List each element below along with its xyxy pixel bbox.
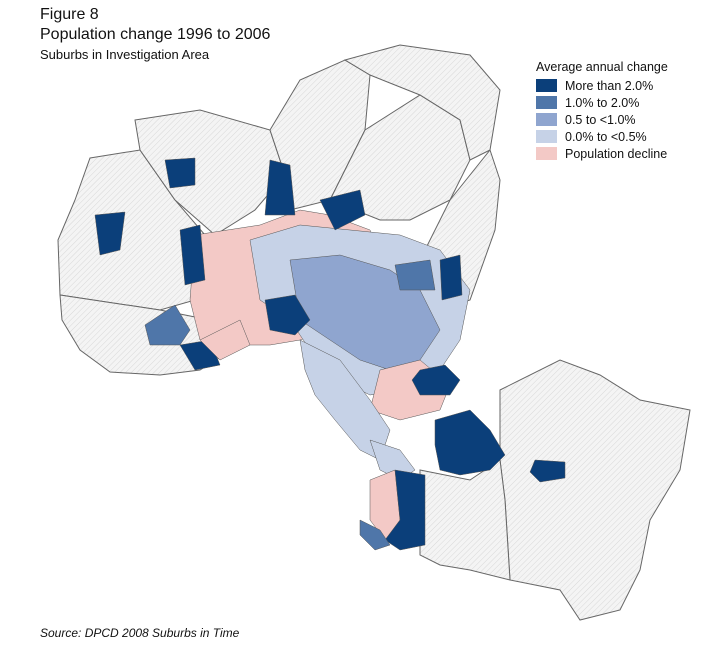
legend-title: Average annual change bbox=[536, 60, 668, 74]
suburb-high-melton bbox=[94, 211, 126, 256]
legend-swatch bbox=[536, 96, 557, 109]
suburb-high-southeast bbox=[434, 409, 506, 476]
legend-label: 0.0% to <0.5% bbox=[565, 129, 647, 144]
suburb-mid-werribee bbox=[144, 304, 191, 346]
legend-swatch bbox=[536, 79, 557, 92]
legend-item: Population decline bbox=[536, 145, 668, 162]
legend-swatch bbox=[536, 113, 557, 126]
municipal-boundaries bbox=[57, 44, 691, 621]
suburb-high-far-east bbox=[529, 459, 566, 483]
suburbs bbox=[94, 157, 566, 551]
region-northeast-hills bbox=[343, 44, 501, 161]
suburb-decline-west bbox=[199, 319, 251, 361]
legend-item: More than 2.0% bbox=[536, 77, 668, 94]
source-note: Source: DPCD 2008 Suburbs in Time bbox=[40, 626, 240, 640]
legend-item: 0.0% to <0.5% bbox=[536, 128, 668, 145]
legend-item: 1.0% to 2.0% bbox=[536, 94, 668, 111]
figure-title: Population change 1996 to 2006 bbox=[40, 26, 271, 43]
legend: Average annual change More than 2.0% 1.0… bbox=[536, 60, 668, 162]
suburb-high-east bbox=[411, 364, 461, 396]
legend-label: 1.0% to 2.0% bbox=[565, 95, 640, 110]
legend-swatch bbox=[536, 130, 557, 143]
suburb-bayside bbox=[299, 339, 391, 461]
suburb-high-cbd bbox=[264, 294, 311, 336]
suburb-high-west bbox=[179, 224, 206, 286]
region-southeast bbox=[499, 359, 691, 621]
suburb-high-north bbox=[164, 157, 196, 189]
suburb-high-hume bbox=[264, 159, 296, 216]
suburb-high-whittlesea bbox=[319, 189, 366, 231]
legend-item: 0.5 to <1.0% bbox=[536, 111, 668, 128]
figure-subtitle: Suburbs in Investigation Area bbox=[40, 47, 210, 62]
figure-number: Figure 8 bbox=[40, 6, 99, 23]
region-south bbox=[419, 459, 511, 581]
legend-label: Population decline bbox=[565, 146, 668, 161]
suburb-high-peninsula bbox=[384, 469, 426, 551]
legend-label: More than 2.0% bbox=[565, 78, 654, 93]
legend-swatch bbox=[536, 147, 557, 160]
suburb-high-northeast bbox=[439, 254, 463, 301]
suburb-mid-peninsula bbox=[359, 519, 391, 551]
legend-label: 0.5 to <1.0% bbox=[565, 112, 636, 127]
region-northwest bbox=[134, 109, 286, 236]
suburb-mid-northeast bbox=[394, 259, 436, 291]
